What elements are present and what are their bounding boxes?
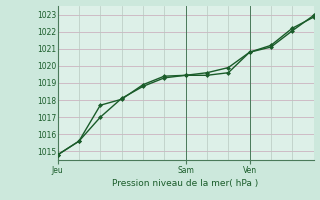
X-axis label: Pression niveau de la mer( hPa ): Pression niveau de la mer( hPa ) [112, 179, 259, 188]
